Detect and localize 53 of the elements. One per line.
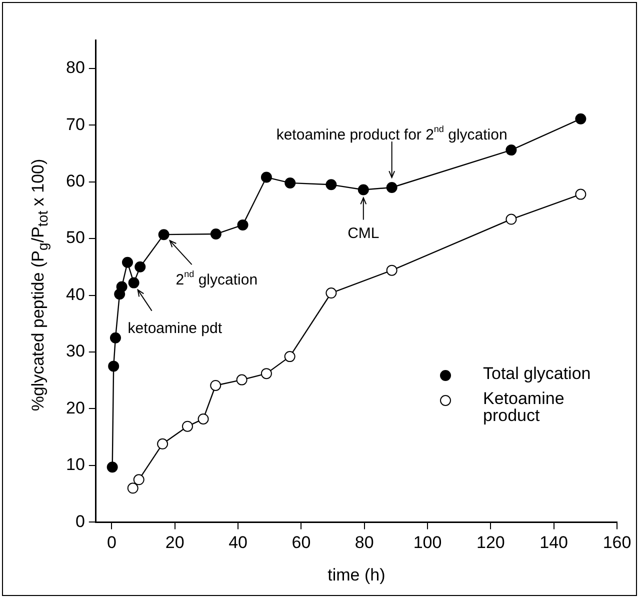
point — [506, 214, 517, 225]
point — [260, 172, 272, 183]
y-tick-label: 60 — [66, 172, 85, 191]
y-tick-label: 10 — [66, 455, 85, 474]
y-tick-label: 30 — [66, 342, 85, 361]
x-tick-label: 60 — [292, 533, 311, 552]
point — [386, 182, 398, 193]
point — [116, 281, 128, 292]
point — [260, 368, 272, 380]
point — [326, 179, 337, 190]
annotation: CML — [348, 224, 380, 242]
x-tick-label: 160 — [602, 533, 632, 552]
point — [157, 438, 168, 450]
point — [198, 413, 209, 424]
x-tick-label: 40 — [228, 533, 248, 552]
point — [133, 474, 144, 486]
x-tick-label: 80 — [354, 533, 374, 552]
point — [122, 256, 133, 268]
x-tick-label: 100 — [413, 533, 442, 552]
legend-label: Total glycation — [483, 364, 591, 383]
point — [158, 229, 170, 240]
point — [326, 288, 337, 299]
y-tick-label: 70 — [66, 114, 85, 134]
x-tick-label: 20 — [165, 533, 184, 552]
point — [106, 462, 118, 473]
x-tick-label: 120 — [476, 533, 505, 552]
point — [108, 360, 120, 372]
point — [210, 380, 222, 391]
point — [506, 144, 517, 156]
point — [237, 219, 248, 230]
y-tick-label: 0 — [75, 512, 85, 531]
point — [210, 228, 222, 240]
legend-label: Ketoamine product — [483, 389, 566, 425]
x-tick-label: 140 — [540, 533, 568, 552]
x-axis-title: time (h) — [328, 565, 386, 584]
point — [575, 188, 586, 200]
point — [284, 351, 296, 362]
y-tick-label: 40 — [66, 284, 85, 304]
point — [358, 184, 369, 196]
point — [386, 264, 398, 276]
y-tick-label: 50 — [66, 228, 85, 248]
annotation: ketoamine pdt — [128, 320, 223, 337]
y-tick-label: 80 — [66, 58, 85, 78]
point — [284, 177, 296, 188]
point — [182, 420, 193, 432]
x-tick-label: 0 — [106, 533, 116, 552]
y-tick-label: 20 — [66, 398, 85, 418]
point — [127, 482, 138, 494]
point — [575, 113, 586, 124]
point — [110, 332, 121, 344]
point — [128, 277, 140, 288]
point — [236, 374, 248, 386]
point — [134, 261, 146, 272]
